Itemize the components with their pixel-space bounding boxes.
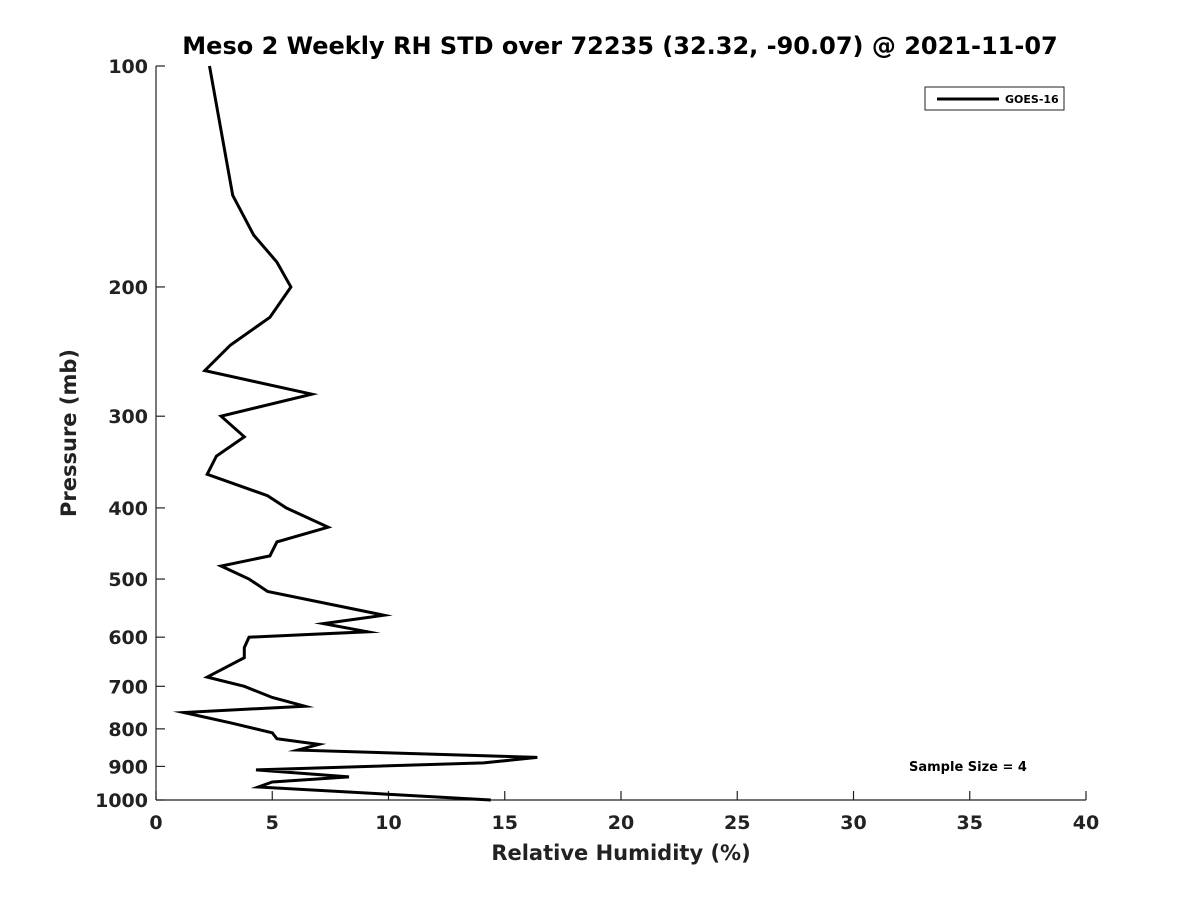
legend-label-goes-16: GOES-16 xyxy=(1005,93,1059,106)
y-tick-label: 900 xyxy=(108,756,148,778)
y-axis-ticks: 100 200 300 400 500 600 700 800 900 1000 xyxy=(95,56,165,812)
y-tick-label: 400 xyxy=(108,498,148,520)
y-tick-label: 200 xyxy=(108,277,148,299)
x-tick-label: 20 xyxy=(608,812,634,834)
series-layer xyxy=(172,65,538,802)
series-line-goes-16 xyxy=(172,65,538,802)
x-tick-label: 30 xyxy=(840,812,866,834)
y-axis-label: Pressure (mb) xyxy=(57,349,81,517)
y-tick-label: 100 xyxy=(108,56,148,78)
y-tick-label: 1000 xyxy=(95,790,148,812)
y-tick-label: 500 xyxy=(108,569,148,591)
chart-title: Meso 2 Weekly RH STD over 72235 (32.32, … xyxy=(182,32,1057,60)
y-tick-label: 800 xyxy=(108,719,148,741)
y-tick-label: 700 xyxy=(108,676,148,698)
x-axis-label: Relative Humidity (%) xyxy=(491,841,750,865)
y-tick-label: 600 xyxy=(108,627,148,649)
x-tick-label: 25 xyxy=(724,812,750,834)
x-tick-label: 35 xyxy=(957,812,983,834)
x-tick-label: 0 xyxy=(149,812,162,834)
x-tick-label: 15 xyxy=(492,812,518,834)
x-tick-label: 5 xyxy=(266,812,279,834)
x-axis-ticks: 0 5 10 15 20 25 30 35 40 xyxy=(149,791,1099,834)
y-tick-label: 300 xyxy=(108,406,148,428)
legend: GOES-16 xyxy=(924,86,1065,111)
x-tick-label: 40 xyxy=(1073,812,1099,834)
sample-size-annotation: Sample Size = 4 xyxy=(909,760,1027,775)
x-tick-label: 10 xyxy=(375,812,401,834)
